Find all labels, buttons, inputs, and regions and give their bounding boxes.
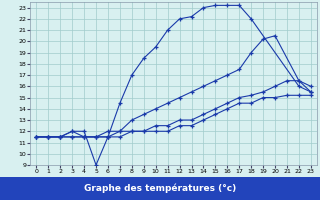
Text: Graphe des températures (°c): Graphe des températures (°c) [84,184,236,193]
